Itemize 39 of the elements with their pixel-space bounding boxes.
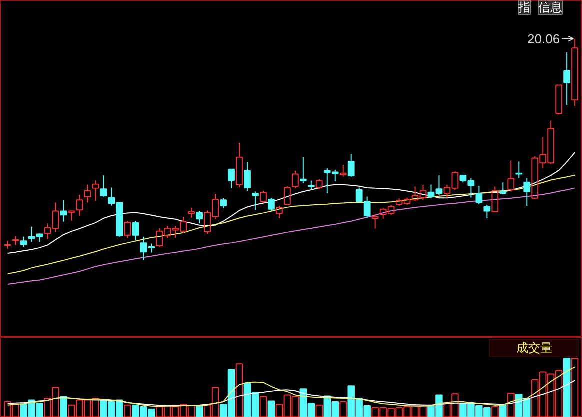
candlestick (484, 204, 491, 219)
candlestick (340, 164, 347, 178)
bar (60, 396, 68, 417)
bar (260, 396, 268, 417)
candlestick (500, 182, 507, 195)
candlestick (68, 210, 76, 222)
candlestick (508, 160, 515, 192)
bar (316, 404, 323, 417)
candlestick (60, 200, 68, 222)
bar (196, 406, 204, 417)
chart-title: 成交量 (516, 341, 552, 355)
candlestick (12, 236, 20, 246)
candlestick (564, 52, 571, 106)
candlestick (188, 207, 195, 218)
candlestick (252, 191, 259, 211)
bar (571, 358, 579, 417)
annotation: 20.06 (528, 31, 560, 46)
candlestick (76, 194, 84, 216)
bar (268, 400, 276, 417)
candlestick (100, 175, 108, 198)
bar (124, 404, 132, 417)
bar (508, 393, 515, 417)
candlestick (300, 156, 307, 184)
bar (340, 401, 347, 417)
candlestick (524, 178, 531, 207)
bar (236, 364, 244, 417)
bar (492, 406, 499, 417)
bar (500, 404, 507, 417)
candlestick (476, 185, 483, 206)
candlestick (228, 168, 235, 189)
text: 信息 (538, 0, 562, 14)
candlestick (372, 214, 379, 230)
text: 指 (518, 0, 530, 14)
bar (563, 358, 571, 417)
candlestick (244, 162, 251, 192)
candlestick (84, 184, 92, 204)
candlestick (572, 38, 579, 107)
candlestick (92, 180, 100, 202)
candlestick (236, 142, 243, 188)
